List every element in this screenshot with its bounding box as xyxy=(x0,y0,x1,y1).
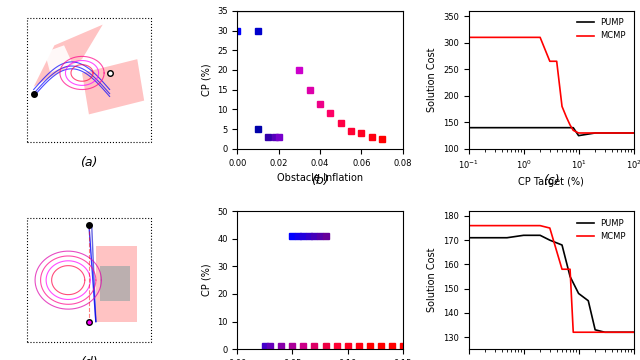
PUMP xyxy=(575,291,582,296)
MCMP xyxy=(520,224,527,228)
Y-axis label: Solution Cost: Solution Cost xyxy=(428,248,437,312)
MCMP xyxy=(566,267,574,271)
PUMP xyxy=(503,235,511,240)
PUMP xyxy=(566,274,574,279)
PUMP xyxy=(584,298,592,303)
PUMP xyxy=(601,330,609,334)
PUMP xyxy=(613,330,621,334)
MCMP xyxy=(465,35,472,40)
PUMP xyxy=(536,233,544,238)
MCMP xyxy=(465,224,472,228)
MCMP xyxy=(558,267,566,271)
MCMP xyxy=(591,330,599,334)
Legend: PUMP, MCMP: PUMP, MCMP xyxy=(574,215,629,244)
PUMP xyxy=(558,243,566,247)
Line: MCMP: MCMP xyxy=(468,226,634,332)
PUMP xyxy=(570,126,577,130)
MCMP xyxy=(613,131,621,135)
Polygon shape xyxy=(45,45,72,73)
MCMP xyxy=(575,131,582,135)
MCMP xyxy=(613,330,621,334)
Text: (b): (b) xyxy=(311,174,329,187)
PUMP xyxy=(575,134,582,138)
Line: PUMP: PUMP xyxy=(468,235,634,332)
Y-axis label: Solution Cost: Solution Cost xyxy=(428,48,437,112)
Text: (d): (d) xyxy=(80,356,98,360)
MCMP xyxy=(503,224,511,228)
Line: MCMP: MCMP xyxy=(468,37,634,133)
PUMP xyxy=(536,126,544,130)
PUMP xyxy=(630,131,637,135)
MCMP xyxy=(503,35,511,40)
PUMP xyxy=(481,126,489,130)
Y-axis label: CP (%): CP (%) xyxy=(202,264,212,296)
MCMP xyxy=(570,128,577,132)
MCMP xyxy=(563,115,570,119)
MCMP xyxy=(558,104,566,109)
MCMP xyxy=(630,330,637,334)
PUMP xyxy=(563,126,570,130)
Text: (c): (c) xyxy=(543,174,559,187)
MCMP xyxy=(546,226,554,230)
Bar xyxy=(100,266,131,301)
Polygon shape xyxy=(82,59,144,114)
Y-axis label: CP (%): CP (%) xyxy=(202,64,212,96)
PUMP xyxy=(520,233,527,238)
Line: PUMP: PUMP xyxy=(468,128,634,136)
PUMP xyxy=(591,328,599,332)
PUMP xyxy=(613,131,621,135)
X-axis label: CP Target (%): CP Target (%) xyxy=(518,177,584,186)
X-axis label: Obstacle Inflation: Obstacle Inflation xyxy=(277,173,363,183)
MCMP xyxy=(575,330,582,334)
MCMP xyxy=(520,35,527,40)
MCMP xyxy=(591,131,599,135)
Legend: PUMP, MCMP: PUMP, MCMP xyxy=(574,15,629,44)
MCMP xyxy=(546,59,554,63)
MCMP xyxy=(536,224,544,228)
PUMP xyxy=(553,126,561,130)
Polygon shape xyxy=(34,24,103,87)
PUMP xyxy=(508,126,515,130)
MCMP xyxy=(566,123,574,127)
MCMP xyxy=(584,330,592,334)
PUMP xyxy=(591,131,599,135)
MCMP xyxy=(536,35,544,40)
PUMP xyxy=(520,126,527,130)
PUMP xyxy=(465,126,472,130)
MCMP xyxy=(584,131,592,135)
MCMP xyxy=(553,59,561,63)
PUMP xyxy=(465,235,472,240)
MCMP xyxy=(601,330,609,334)
MCMP xyxy=(630,131,637,135)
Text: (a): (a) xyxy=(80,156,98,169)
Polygon shape xyxy=(96,246,137,321)
PUMP xyxy=(498,126,506,130)
MCMP xyxy=(570,330,577,334)
PUMP xyxy=(630,330,637,334)
PUMP xyxy=(546,238,554,242)
